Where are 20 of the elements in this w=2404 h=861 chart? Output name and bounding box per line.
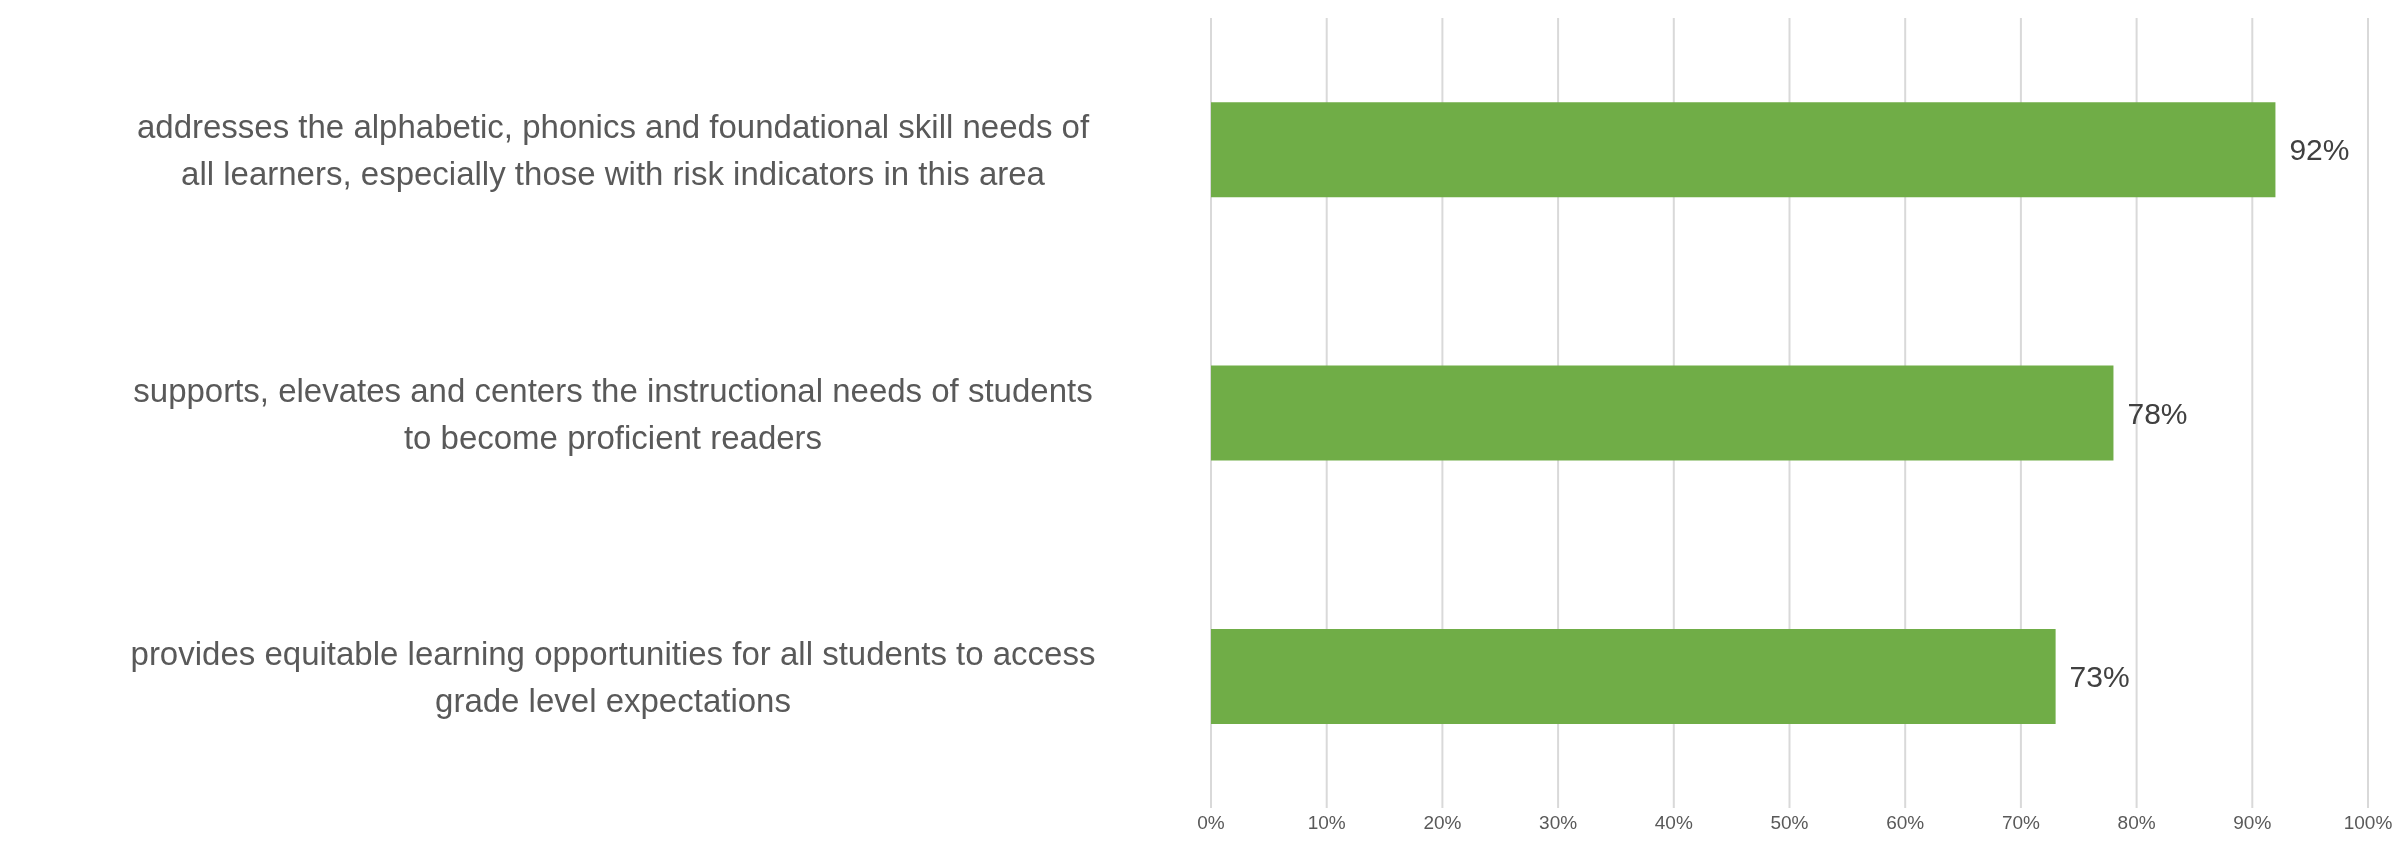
x-tick-label: 30% [1539,812,1578,834]
y-tick-label: supports, elevates and centers the instructional needs of students to become proficient readers [133,371,1093,455]
x-tick-label: 100% [2343,812,2393,834]
y-tick-label: addresses the alphabetic, phonics and foundational skill needs of all learners, especially those with risk indicators in this area [136,107,1090,192]
x-tick-label: 90% [2233,812,2272,834]
data-label: 73% [2069,660,2130,694]
x-tick-label: 40% [1654,812,1693,834]
x-tick-label: 20% [1423,812,1462,834]
y-tick-label: provides equitable learning opportunities for all students to access grade level expectations [130,634,1096,719]
bar [1211,365,2114,461]
x-tick-label: 50% [1770,812,1809,834]
data-label: 78% [2127,396,2188,430]
x-tick-label: 80% [2117,812,2156,834]
x-tick-label: 60% [1886,812,1925,834]
x-tick-label: 70% [2001,812,2041,834]
x-tick-label: 10% [1307,812,1346,834]
data-label: 92% [2289,133,2350,167]
bar [1211,102,2276,198]
bar [1211,628,2056,724]
x-tick-label: 0% [1197,812,1225,834]
